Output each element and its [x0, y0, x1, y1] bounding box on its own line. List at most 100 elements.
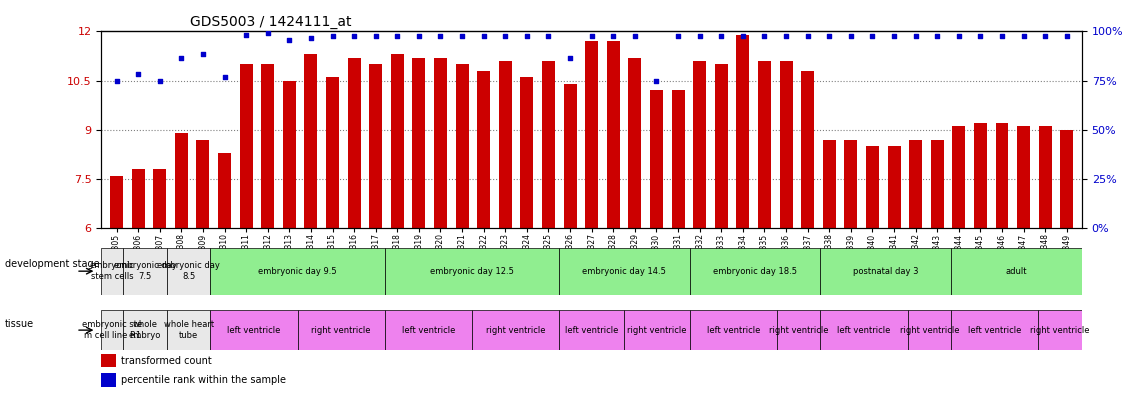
- Bar: [283, 81, 295, 228]
- Point: [929, 33, 947, 40]
- Bar: [693, 61, 707, 228]
- Text: transformed count: transformed count: [121, 356, 212, 366]
- Point: [583, 33, 601, 40]
- Bar: [672, 90, 684, 228]
- Text: embryonic
stem cells: embryonic stem cells: [90, 261, 135, 281]
- Bar: [132, 169, 144, 228]
- Bar: [715, 64, 728, 228]
- Bar: [326, 77, 339, 228]
- Text: development stage: development stage: [6, 259, 99, 269]
- FancyBboxPatch shape: [559, 248, 690, 295]
- Point: [777, 33, 795, 40]
- Point: [323, 33, 341, 40]
- Bar: [758, 61, 771, 228]
- Bar: [347, 58, 361, 228]
- FancyBboxPatch shape: [951, 248, 1082, 295]
- Point: [625, 33, 644, 40]
- Text: left ventricle: left ventricle: [228, 326, 281, 334]
- FancyBboxPatch shape: [820, 310, 907, 350]
- Text: right ventricle: right ventricle: [311, 326, 371, 334]
- Point: [432, 33, 450, 40]
- Bar: [888, 146, 900, 228]
- FancyBboxPatch shape: [101, 310, 123, 350]
- FancyBboxPatch shape: [777, 310, 820, 350]
- Text: embryonic day 12.5: embryonic day 12.5: [429, 267, 514, 275]
- Point: [237, 31, 255, 38]
- Text: whole
embryo: whole embryo: [128, 320, 161, 340]
- Bar: [1061, 130, 1073, 228]
- Bar: [974, 123, 987, 228]
- FancyBboxPatch shape: [298, 310, 384, 350]
- Bar: [153, 169, 166, 228]
- Point: [1036, 33, 1054, 40]
- Bar: [542, 61, 554, 228]
- Bar: [240, 64, 252, 228]
- Text: embryonic day
8.5: embryonic day 8.5: [157, 261, 220, 281]
- Point: [755, 33, 773, 40]
- Bar: [564, 84, 577, 228]
- Bar: [304, 54, 318, 228]
- Point: [604, 33, 622, 40]
- Bar: [606, 41, 620, 228]
- Bar: [585, 41, 598, 228]
- Bar: [823, 140, 836, 228]
- Point: [453, 33, 471, 40]
- Text: embryonic day 14.5: embryonic day 14.5: [583, 267, 666, 275]
- Text: left ventricle: left ventricle: [401, 326, 455, 334]
- Point: [518, 33, 536, 40]
- Text: left ventricle: left ventricle: [707, 326, 760, 334]
- Text: adult: adult: [1005, 267, 1028, 275]
- Point: [302, 35, 320, 41]
- Bar: [196, 140, 210, 228]
- Bar: [455, 64, 469, 228]
- Bar: [995, 123, 1009, 228]
- FancyBboxPatch shape: [123, 248, 167, 295]
- Text: right ventricle: right ventricle: [769, 326, 828, 334]
- Text: tissue: tissue: [6, 319, 34, 329]
- Bar: [521, 77, 533, 228]
- Bar: [434, 58, 447, 228]
- Bar: [110, 176, 123, 228]
- Point: [950, 33, 968, 40]
- Text: postnatal day 3: postnatal day 3: [853, 267, 919, 275]
- Point: [496, 33, 514, 40]
- Text: embryonic day
7.5: embryonic day 7.5: [114, 261, 177, 281]
- Point: [691, 33, 709, 40]
- Bar: [736, 35, 749, 228]
- Point: [474, 33, 492, 40]
- Point: [820, 33, 838, 40]
- Bar: [499, 61, 512, 228]
- FancyBboxPatch shape: [472, 310, 559, 350]
- Text: embryonic ste
m cell line R1: embryonic ste m cell line R1: [82, 320, 142, 340]
- Text: GDS5003 / 1424111_at: GDS5003 / 1424111_at: [189, 15, 352, 29]
- Bar: [1018, 127, 1030, 228]
- FancyBboxPatch shape: [211, 310, 298, 350]
- Bar: [175, 133, 188, 228]
- FancyBboxPatch shape: [1038, 310, 1082, 350]
- Point: [1058, 33, 1076, 40]
- Point: [647, 77, 665, 84]
- Text: left ventricle: left ventricle: [837, 326, 890, 334]
- Text: embryonic day 9.5: embryonic day 9.5: [258, 267, 337, 275]
- Text: percentile rank within the sample: percentile rank within the sample: [121, 375, 286, 386]
- Bar: [780, 61, 792, 228]
- Point: [712, 33, 730, 40]
- Bar: [844, 140, 858, 228]
- Bar: [952, 127, 966, 228]
- Point: [410, 33, 428, 40]
- Point: [259, 30, 277, 36]
- Point: [107, 77, 125, 84]
- Bar: [101, 354, 116, 367]
- FancyBboxPatch shape: [559, 310, 624, 350]
- Point: [734, 33, 752, 40]
- Bar: [370, 64, 382, 228]
- Text: embryonic day 18.5: embryonic day 18.5: [713, 267, 797, 275]
- Point: [906, 33, 924, 40]
- FancyBboxPatch shape: [384, 310, 472, 350]
- Point: [345, 33, 363, 40]
- Bar: [101, 373, 116, 387]
- Bar: [650, 90, 663, 228]
- Bar: [261, 64, 274, 228]
- Point: [130, 71, 148, 77]
- Point: [971, 33, 990, 40]
